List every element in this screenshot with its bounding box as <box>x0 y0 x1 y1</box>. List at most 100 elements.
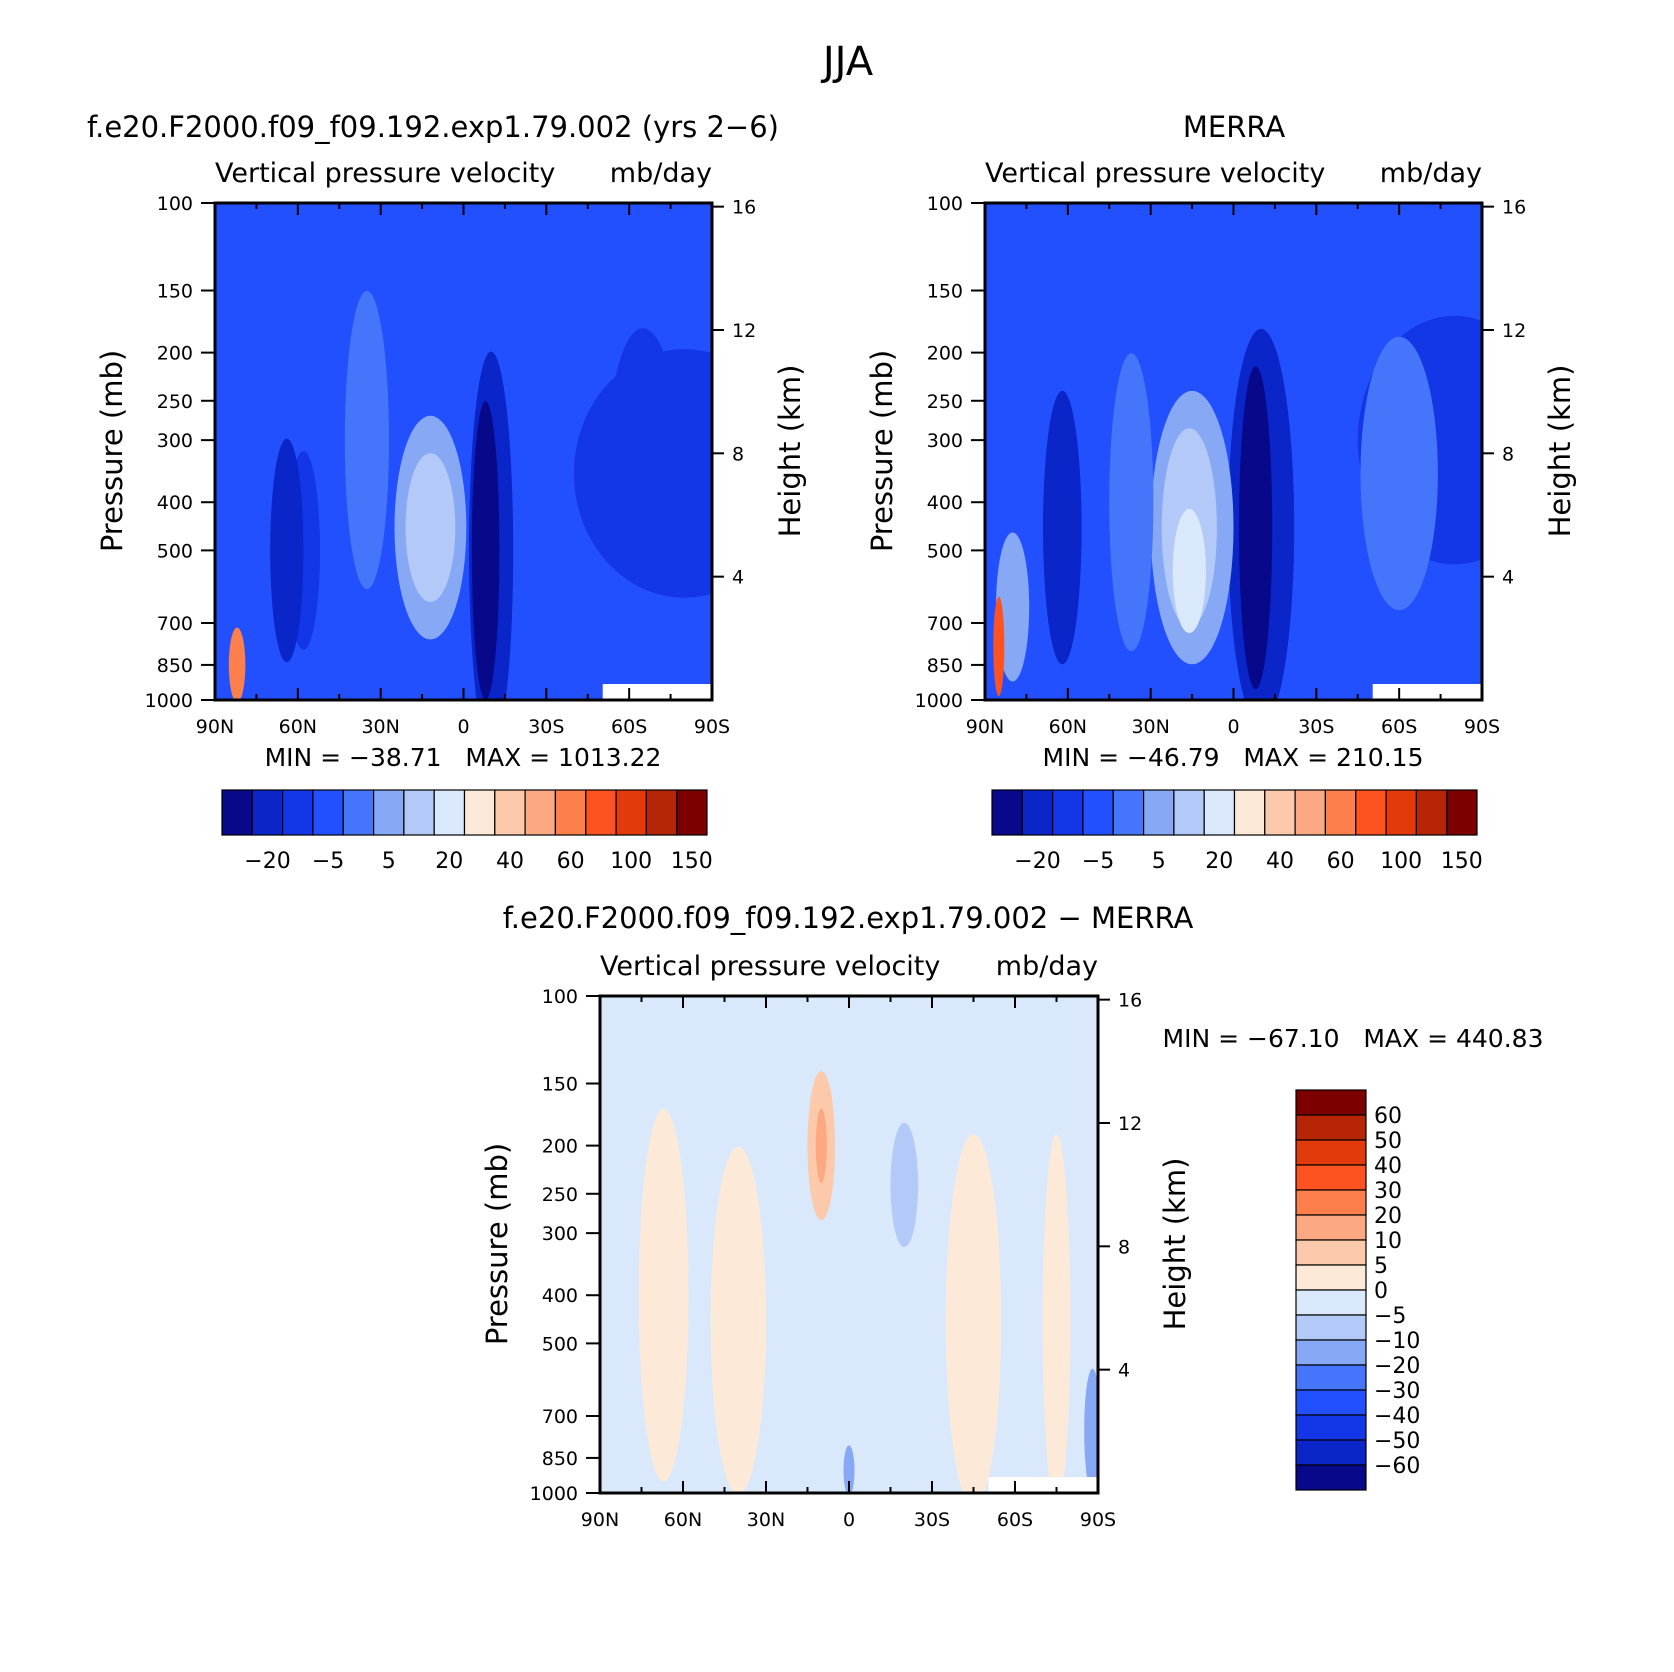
colorbar-swatch <box>1295 1439 1367 1466</box>
colorbar-swatch <box>1082 789 1114 836</box>
y-tick-label: 1000 <box>145 690 193 712</box>
x-tick-label: 0 <box>1227 716 1239 738</box>
y-tick-label: 100 <box>542 986 578 1008</box>
colorbar-swatch <box>1295 1414 1367 1441</box>
panel-merra-axes: 90N 60N 30N 0 30S 60S 90S 100 150 200 250 300 400 500… <box>915 193 1527 738</box>
colorbar-label: −40 <box>1374 1404 1420 1429</box>
colorbar-swatch <box>1295 1189 1367 1216</box>
y-tick-label: 500 <box>927 540 963 562</box>
colorbar-swatch <box>1295 1164 1367 1191</box>
colorbar-swatch <box>463 789 496 836</box>
colorbar-label: 5 <box>1374 1254 1388 1279</box>
colorbar-swatch <box>221 789 253 836</box>
colorbar-swatch <box>282 789 314 836</box>
colorbar-label: 150 <box>1441 849 1483 874</box>
x-tick-label: 30S <box>914 1509 950 1531</box>
colorbar-swatch <box>1295 1289 1367 1316</box>
y2-tick-label: 8 <box>732 443 744 465</box>
y-tick-label: 500 <box>157 540 193 562</box>
colorbar-swatch <box>251 789 284 836</box>
colorbar-swatch <box>1295 1389 1367 1416</box>
colorbar-label: −20 <box>244 849 290 874</box>
field-contour-3 <box>815 1108 827 1183</box>
colorbar-swatch <box>1295 1339 1367 1366</box>
panel-model-title: f.e20.F2000.f09_f09.192.exp1.79.002 (yrs… <box>87 110 779 144</box>
field-contour-7 <box>1109 353 1154 652</box>
y-tick-label: 700 <box>542 1406 578 1428</box>
colorbar-label: 40 <box>1374 1154 1402 1179</box>
y-tick-label: 100 <box>927 193 963 215</box>
panel-merra-title: MERRA <box>1183 110 1285 144</box>
colorbar-label: −10 <box>1374 1329 1420 1354</box>
x-tick-label: 60S <box>611 716 647 738</box>
x-tick-label: 60S <box>997 1509 1033 1531</box>
panel-model-ylabel: Pressure (mb) <box>95 350 129 552</box>
y-tick-label: 200 <box>927 343 963 365</box>
x-tick-label: 0 <box>843 1509 855 1531</box>
y2-tick-label: 4 <box>1118 1360 1130 1382</box>
field-contour-8 <box>1043 390 1082 665</box>
colorbar-swatch <box>1324 789 1357 836</box>
y-tick-label: 200 <box>157 343 193 365</box>
field-contour-10 <box>993 596 1005 697</box>
y2-tick-label: 8 <box>1502 443 1514 465</box>
colorbar-label: −30 <box>1374 1379 1420 1404</box>
y-tick-label: 150 <box>157 281 193 303</box>
y-tick-label: 700 <box>157 613 193 635</box>
colorbar-swatch <box>585 789 617 836</box>
field-contour-5 <box>405 453 456 603</box>
colorbar-label: 60 <box>557 849 585 874</box>
colorbar-swatch <box>524 789 556 836</box>
y-tick-label: 250 <box>927 391 963 413</box>
colorbar-label: −50 <box>1374 1429 1420 1454</box>
colorbar-label: 100 <box>1380 849 1422 874</box>
colorbar-swatch <box>1355 789 1387 836</box>
colorbar-swatch <box>645 789 678 836</box>
panel-difference-stats: MIN = −67.10 MAX = 440.83 <box>1163 1024 1544 1053</box>
panel-difference: f.e20.F2000.f09_f09.192.exp1.79.002 − ME… <box>480 901 1543 1531</box>
colorbar-label: 50 <box>1374 1129 1402 1154</box>
y-tick-label: 500 <box>542 1333 578 1355</box>
y-tick-label: 300 <box>542 1223 578 1245</box>
colorbar-swatch <box>1233 789 1266 836</box>
panel-merra-y2label: Height (km) <box>1543 365 1577 538</box>
panel-difference-plot-area <box>600 996 1098 1493</box>
x-tick-label: 0 <box>457 716 469 738</box>
panel-merra-stats: MIN = −46.79 MAX = 210.15 <box>1043 743 1424 772</box>
panel-difference-title: f.e20.F2000.f09_f09.192.exp1.79.002 − ME… <box>503 901 1194 935</box>
colorbar-swatch <box>554 789 587 836</box>
colorbar-label: −5 <box>1374 1304 1406 1329</box>
y-tick-label: 300 <box>927 430 963 452</box>
panel-difference-axes: 90N 60N 30N 0 30S 60S 90S 100 150 200 250 300 400 500… <box>530 986 1143 1531</box>
colorbar-label: 40 <box>496 849 524 874</box>
colorbar-label: 0 <box>1374 1279 1388 1304</box>
colorbar-swatch <box>676 789 708 836</box>
topography-mask <box>602 684 712 700</box>
colorbar-swatch <box>1203 789 1236 836</box>
x-tick-label: 30N <box>1131 716 1169 738</box>
colorbar-label: 30 <box>1374 1179 1402 1204</box>
colorbar-swatch <box>1415 789 1448 836</box>
field-contour-0 <box>638 1108 689 1482</box>
panel-model-subtitle-left: Vertical pressure velocity <box>215 158 555 189</box>
y2-tick-label: 12 <box>732 320 756 342</box>
colorbar-swatch <box>433 789 466 836</box>
colorbar-swatch <box>1264 789 1296 836</box>
x-tick-label: 30N <box>361 716 399 738</box>
panel-model-plot-area <box>215 203 712 700</box>
topography-mask <box>988 1477 1098 1493</box>
panel-difference-y2label: Height (km) <box>1158 1158 1192 1331</box>
y-tick-label: 700 <box>927 613 963 635</box>
panel-merra-colorbar: −20 −5 5 20 40 60 100 150 <box>991 789 1483 874</box>
y2-tick-label: 12 <box>1502 320 1526 342</box>
y2-tick-label: 16 <box>1118 990 1142 1012</box>
colorbar-label: 20 <box>1205 849 1233 874</box>
colorbar-swatch <box>1295 1214 1367 1241</box>
y2-tick-label: 4 <box>732 567 744 589</box>
field-contour-6 <box>1172 508 1206 634</box>
colorbar-swatch <box>403 789 435 836</box>
y-tick-label: 400 <box>157 492 193 514</box>
x-tick-label: 60S <box>1381 716 1417 738</box>
x-tick-label: 60N <box>1049 716 1087 738</box>
